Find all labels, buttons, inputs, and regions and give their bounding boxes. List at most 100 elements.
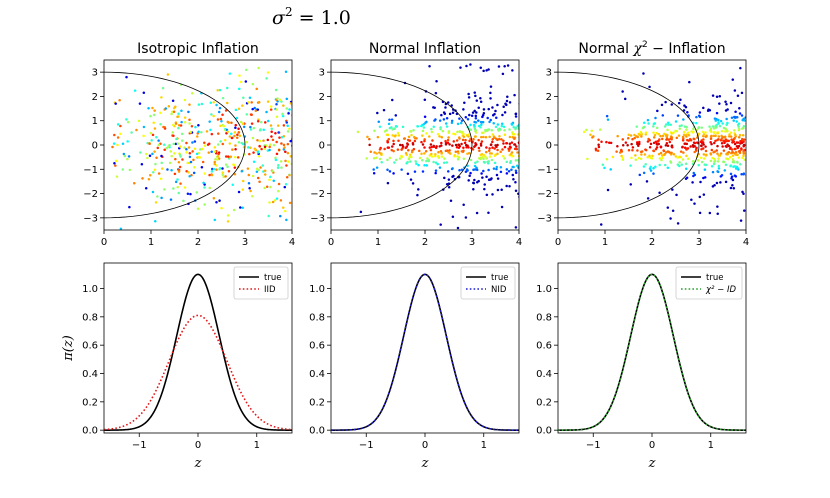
scatter-point: [591, 136, 594, 139]
scatter-point: [616, 145, 619, 148]
scatter-point: [686, 110, 689, 114]
scatter-point: [490, 152, 493, 155]
scatter-point: [447, 151, 450, 154]
scatter-point: [605, 140, 608, 144]
scatter-point: [413, 139, 417, 143]
scatter-point: [729, 172, 733, 176]
panel-frame: [330, 59, 520, 231]
scatter-point: [116, 136, 120, 139]
scatter-point: [615, 150, 618, 153]
scatter-point: [698, 111, 702, 114]
scatter-point: [736, 94, 740, 98]
scatter-point: [702, 153, 706, 156]
scatter-point: [502, 105, 505, 109]
y-tick-label: 2: [319, 92, 325, 103]
scatter-point: [608, 141, 611, 145]
scatter-point: [747, 130, 750, 133]
scatter-point: [187, 110, 190, 114]
scatter-point: [741, 190, 744, 194]
scatter-point: [398, 157, 402, 160]
scatter-point: [594, 147, 598, 151]
scatter-point: [683, 142, 686, 146]
scatter-point: [500, 205, 504, 209]
scatter-point: [220, 119, 223, 123]
scatter-point: [429, 143, 433, 146]
scatter-point: [378, 148, 382, 151]
scatter-point: [738, 133, 742, 137]
scatter-point: [638, 142, 641, 146]
scatter-point: [282, 206, 285, 209]
scatter-point: [520, 144, 523, 147]
scatter-point: [245, 140, 249, 144]
scatter-point: [195, 152, 199, 156]
scatter-point: [715, 111, 719, 115]
scatter-point: [609, 141, 613, 145]
scatter-point: [709, 137, 713, 140]
scatter-point: [230, 132, 233, 135]
scatter-point: [739, 219, 743, 222]
y-tick-label: 0.2: [82, 397, 98, 408]
scatter-point: [153, 150, 156, 153]
scatter-point: [189, 130, 192, 134]
x-tick-label: 3: [469, 237, 475, 248]
scatter-point: [112, 142, 116, 145]
scatter-point: [250, 122, 254, 125]
scatter-point: [440, 152, 443, 155]
scatter-point: [742, 172, 746, 175]
scatter-point: [725, 123, 728, 126]
scatter-point: [424, 121, 427, 124]
scatter-point: [137, 119, 141, 123]
scatter-point: [442, 161, 446, 164]
scatter-point: [409, 178, 413, 181]
scatter-point: [259, 166, 262, 169]
scatter-point: [499, 150, 502, 154]
scatter-point: [271, 138, 275, 142]
scatter-point: [197, 156, 200, 159]
scatter-point: [121, 142, 125, 145]
scatter-point: [288, 127, 291, 130]
scatter-point: [228, 72, 232, 75]
scatter-point: [732, 119, 735, 122]
scatter-point: [667, 123, 670, 126]
scatter-point: [496, 188, 500, 192]
scatter-point: [657, 152, 661, 156]
title-suffix: − Inflation: [648, 41, 726, 57]
scatter-point: [155, 156, 158, 159]
scatter-point: [396, 131, 400, 135]
scatter-point: [379, 152, 383, 156]
scatter-point: [376, 135, 380, 139]
scatter-point: [494, 144, 497, 147]
scatter-point: [438, 119, 442, 122]
scatter-point: [715, 126, 718, 129]
scatter-point: [272, 179, 276, 182]
scatter-point: [460, 168, 464, 171]
scatter-point: [495, 116, 498, 119]
scatter-point: [482, 131, 485, 134]
scatter-point: [692, 171, 696, 175]
scatter-point: [263, 147, 267, 150]
y-tick-label: 3: [92, 68, 98, 79]
scatter-point: [631, 138, 634, 141]
scatter-point: [376, 111, 379, 115]
scatter-point: [507, 147, 510, 150]
scatter-point: [115, 175, 119, 178]
scatter-point: [284, 182, 288, 186]
scatter-point: [174, 105, 177, 108]
scatter-point: [505, 168, 509, 171]
scatter-point: [285, 176, 289, 179]
scatter-point: [118, 98, 121, 102]
legend-box: [675, 266, 743, 300]
scatter-point: [159, 111, 162, 115]
scatter-point: [711, 170, 715, 174]
scatter-point: [251, 82, 255, 86]
scatter-point: [462, 203, 465, 206]
scatter-point: [704, 145, 707, 148]
scatter-point: [492, 121, 495, 125]
scatter-point: [448, 143, 451, 146]
scatter-point: [670, 151, 673, 155]
scatter-point: [477, 138, 480, 142]
scatter-point: [475, 99, 479, 102]
scatter-point: [647, 122, 650, 125]
scatter-point: [472, 123, 476, 127]
scatter-point: [474, 94, 477, 98]
